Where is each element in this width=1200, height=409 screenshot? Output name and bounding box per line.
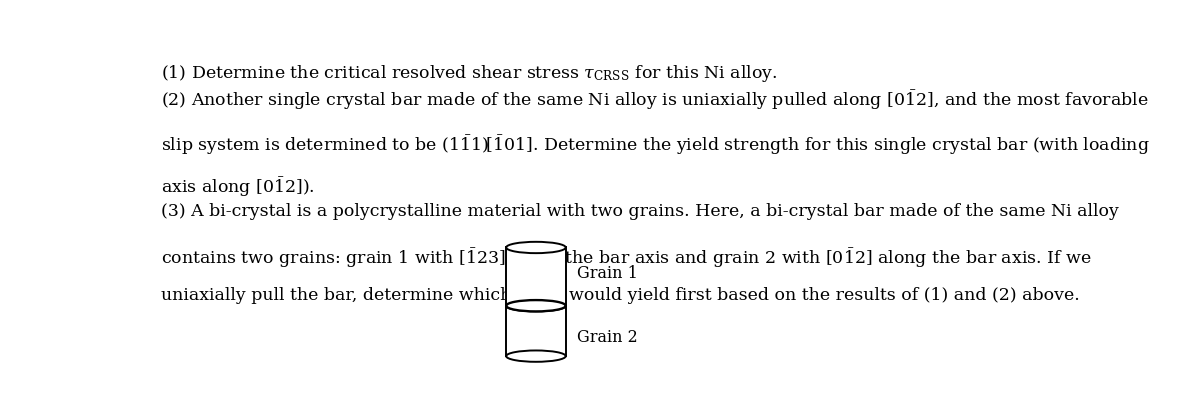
Text: Grain 1: Grain 1 (577, 265, 637, 282)
Text: uniaxially pull the bar, determine which grain would yield first based on the re: uniaxially pull the bar, determine which… (161, 287, 1080, 304)
Ellipse shape (506, 300, 565, 311)
Text: (2) Another single crystal bar made of the same Ni alloy is uniaxially pulled al: (2) Another single crystal bar made of t… (161, 88, 1148, 112)
Bar (506, 247, 565, 306)
Text: (3) A bi-crystal is a polycrystalline material with two grains. Here, a bi-cryst: (3) A bi-crystal is a polycrystalline ma… (161, 203, 1120, 220)
Text: (1) Determine the critical resolved shear stress $\tau_{\mathrm{CRSS}}$ for this: (1) Determine the critical resolved shea… (161, 63, 778, 84)
Text: slip system is determined to be $\left(1\bar{1}1\right)\!\left[\bar{1}01\right]$: slip system is determined to be $\left(1… (161, 133, 1150, 157)
Bar (506, 306, 565, 356)
Ellipse shape (506, 242, 565, 253)
Ellipse shape (506, 300, 565, 311)
Ellipse shape (506, 351, 565, 362)
Text: Grain 2: Grain 2 (577, 329, 637, 346)
Text: axis along $\left[0\bar{1}2\right]$).: axis along $\left[0\bar{1}2\right]$). (161, 175, 314, 199)
Text: contains two grains: grain 1 with $\left[\bar{1}23\right]$ along the bar axis an: contains two grains: grain 1 with $\left… (161, 246, 1092, 270)
